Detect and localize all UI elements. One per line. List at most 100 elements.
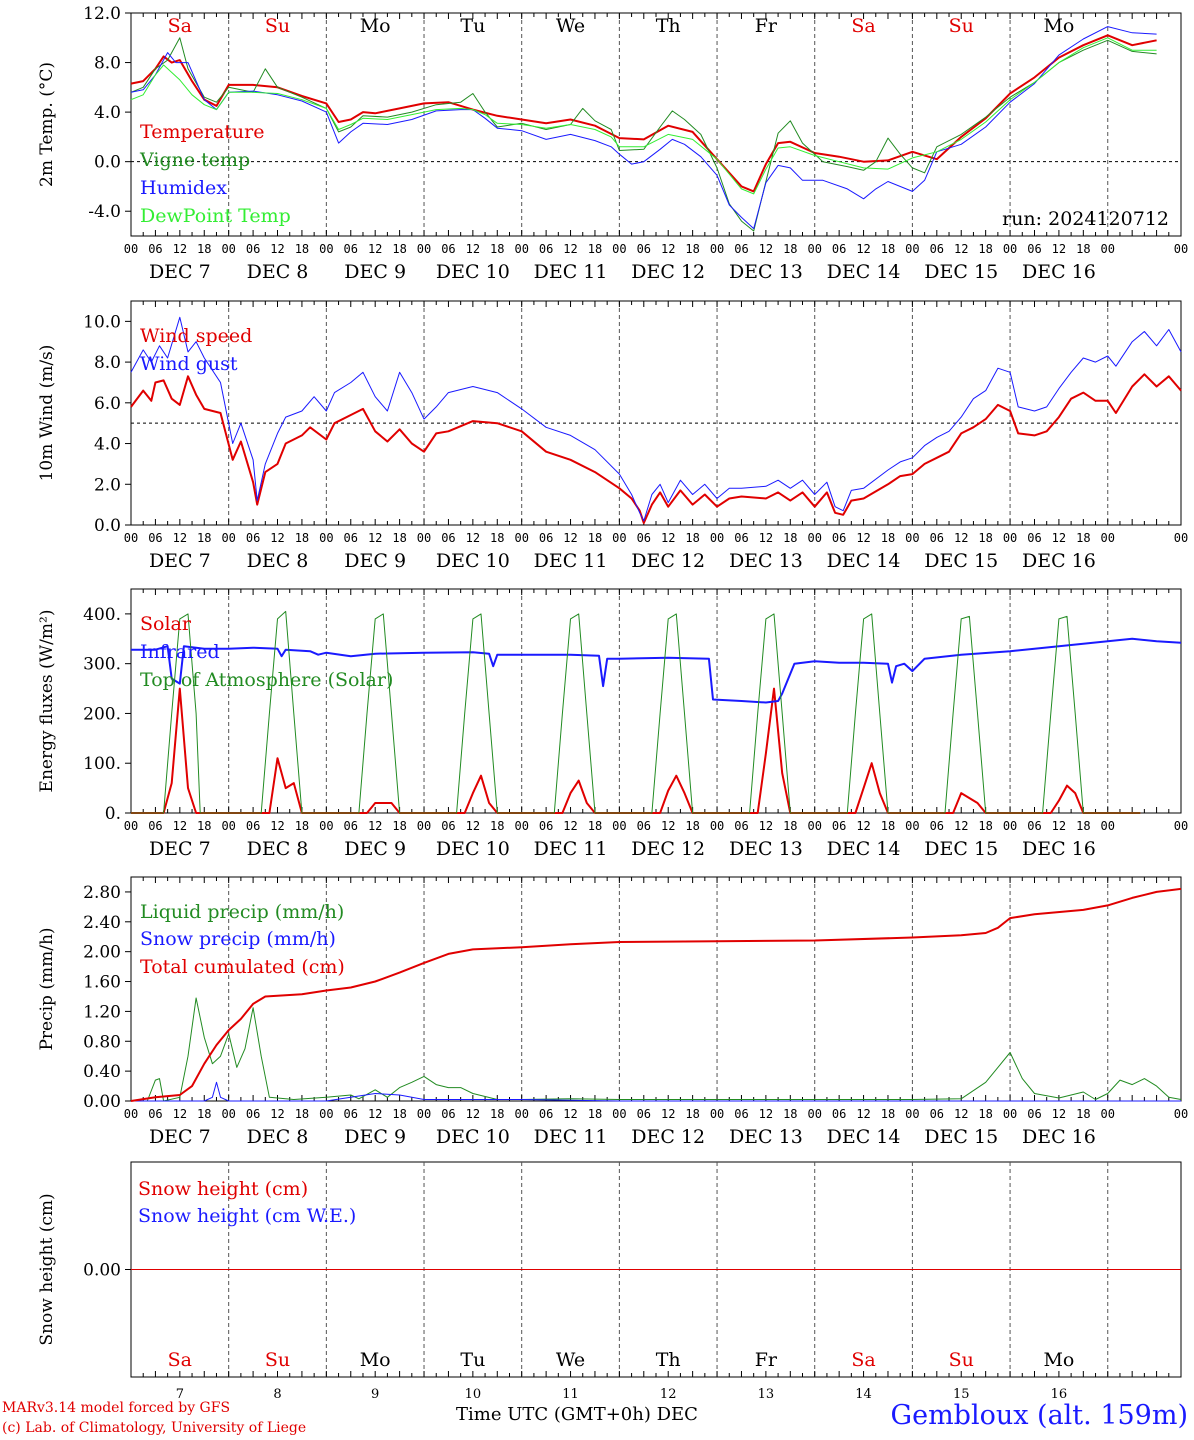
- hour-tick-label: 06: [930, 531, 944, 545]
- hour-tick-label: 00: [319, 819, 333, 833]
- hour-tick-label: 12: [368, 1107, 382, 1121]
- date-label: DEC 9: [344, 550, 406, 572]
- hour-tick-label: 00: [514, 242, 528, 256]
- hour-tick-label: 18: [978, 819, 992, 833]
- hour-tick-label: 12: [466, 531, 480, 545]
- hour-tick-label: 12: [563, 1107, 577, 1121]
- hour-tick-label: 12: [466, 1107, 480, 1121]
- hour-tick-label: 00: [514, 1107, 528, 1121]
- legend-entry: DewPoint Temp: [140, 205, 291, 227]
- hour-tick-label: 00: [807, 1107, 821, 1121]
- hour-tick-label: 12: [759, 242, 773, 256]
- date-label: DEC 7: [149, 261, 211, 283]
- hour-tick-label: 12: [954, 531, 968, 545]
- hour-tick-label: 06: [539, 1107, 553, 1121]
- day-name-bottom: Mo: [1043, 1349, 1074, 1371]
- hour-tick-label: 06: [832, 531, 846, 545]
- hour-tick-label: 12: [759, 1107, 773, 1121]
- hour-tick-label: 06: [832, 242, 846, 256]
- day-number-label: 9: [371, 1387, 379, 1402]
- hour-tick-label: 18: [588, 819, 602, 833]
- hour-tick-label: 00: [710, 531, 724, 545]
- y-tick-label: 2.40: [83, 913, 121, 933]
- y-tick-label: 8.0: [94, 353, 121, 373]
- hour-tick-label: 12: [856, 242, 870, 256]
- hour-tick-label: 06: [148, 242, 162, 256]
- hour-tick-label: 06: [539, 819, 553, 833]
- hour-tick-label: 18: [197, 819, 211, 833]
- date-label: DEC 14: [827, 838, 901, 860]
- hour-tick-label: 00: [319, 531, 333, 545]
- hour-tick-label: 00: [807, 242, 821, 256]
- hour-tick-label: 18: [783, 819, 797, 833]
- hour-tick-label: 18: [295, 531, 309, 545]
- hour-tick-label: 12: [368, 819, 382, 833]
- legend-entry: Snow height (cm W.E.): [138, 1205, 356, 1227]
- series-line: [131, 687, 1141, 814]
- hour-tick-label: 12: [954, 819, 968, 833]
- hour-tick-label: 06: [734, 242, 748, 256]
- hour-tick-label: 12: [1052, 531, 1066, 545]
- date-label: DEC 9: [344, 261, 406, 283]
- date-label: DEC 8: [247, 838, 309, 860]
- hour-tick-label: 18: [685, 1107, 699, 1121]
- hour-tick-label: 18: [490, 242, 504, 256]
- hour-tick-label: 06: [930, 242, 944, 256]
- date-label: DEC 11: [534, 1126, 608, 1148]
- hour-tick-label: 00: [417, 819, 431, 833]
- y-tick-label: 12.0: [83, 4, 121, 24]
- hour-tick-label: 18: [392, 242, 406, 256]
- hour-tick-label: 06: [832, 1107, 846, 1121]
- date-label: DEC 11: [534, 550, 608, 572]
- series-line: [130, 887, 1182, 1102]
- date-label: DEC 12: [631, 261, 705, 283]
- hour-tick-label: 06: [344, 819, 358, 833]
- hour-tick-label: 06: [148, 819, 162, 833]
- hour-tick-label: 00: [807, 819, 821, 833]
- hour-tick-label: 00: [221, 819, 235, 833]
- hour-tick-label: 00: [1101, 819, 1115, 833]
- hour-tick-label: 18: [295, 1107, 309, 1121]
- hour-tick-label: 18: [685, 531, 699, 545]
- y-tick-label: 6.0: [94, 394, 121, 414]
- date-label: DEC 14: [827, 1126, 901, 1148]
- hour-tick-label: 06: [832, 819, 846, 833]
- series-line: [130, 37, 1157, 195]
- hour-tick-label: 18: [881, 819, 895, 833]
- date-label: DEC 16: [1022, 838, 1096, 860]
- hour-tick-label: 00: [319, 242, 333, 256]
- y-tick-label: 0.00: [83, 1261, 121, 1281]
- hour-tick-label: 18: [197, 531, 211, 545]
- hour-tick-label: 00: [612, 819, 626, 833]
- hour-tick-label: 12: [368, 242, 382, 256]
- legend-entry: Wind gust: [140, 353, 238, 375]
- x-axis-title: Time UTC (GMT+0h) DEC: [456, 1404, 698, 1425]
- hour-tick-label: 12: [1052, 1107, 1066, 1121]
- date-label: DEC 10: [436, 838, 510, 860]
- hour-tick-label: 18: [392, 819, 406, 833]
- hour-tick-label: 00: [612, 1107, 626, 1121]
- hour-tick-label: 06: [734, 819, 748, 833]
- hour-tick-label: 00: [1003, 531, 1017, 545]
- series-line: [131, 1081, 1181, 1102]
- date-label: DEC 15: [924, 1126, 998, 1148]
- day-number-label: 14: [855, 1387, 872, 1402]
- hour-tick-label: 00: [221, 242, 235, 256]
- day-name-top: Su: [265, 15, 290, 37]
- hour-tick-label: 06: [539, 531, 553, 545]
- hour-tick-label: 00: [612, 242, 626, 256]
- hour-tick-label: 18: [295, 242, 309, 256]
- y-tick-label: 1.60: [83, 973, 121, 993]
- hour-tick-label: 12: [1052, 242, 1066, 256]
- date-label: DEC 13: [729, 261, 803, 283]
- hour-tick-label: 12: [563, 242, 577, 256]
- hour-tick-label: 12: [856, 819, 870, 833]
- y-tick-label: 2.00: [83, 943, 121, 963]
- hour-tick-label: 18: [783, 242, 797, 256]
- hour-tick-label: 18: [392, 531, 406, 545]
- hour-tick-label: 18: [392, 1107, 406, 1121]
- hour-tick-label: 18: [197, 242, 211, 256]
- hour-tick-label: 06: [344, 1107, 358, 1121]
- day-name-top: Mo: [1043, 15, 1074, 37]
